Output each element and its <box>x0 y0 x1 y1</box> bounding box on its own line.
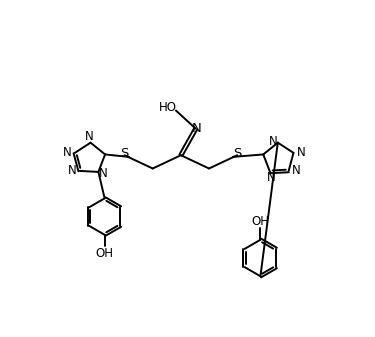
Text: HO: HO <box>159 101 177 114</box>
Text: S: S <box>120 147 129 160</box>
Text: OH: OH <box>96 247 114 259</box>
Text: N: N <box>267 172 276 184</box>
Text: OH: OH <box>251 215 269 228</box>
Text: N: N <box>292 164 300 177</box>
Text: N: N <box>68 164 77 177</box>
Text: N: N <box>268 134 277 148</box>
Text: N: N <box>99 167 108 180</box>
Text: N: N <box>84 130 93 143</box>
Text: N: N <box>192 122 201 134</box>
Text: N: N <box>63 146 72 159</box>
Text: N: N <box>296 146 305 159</box>
Text: S: S <box>233 147 242 160</box>
